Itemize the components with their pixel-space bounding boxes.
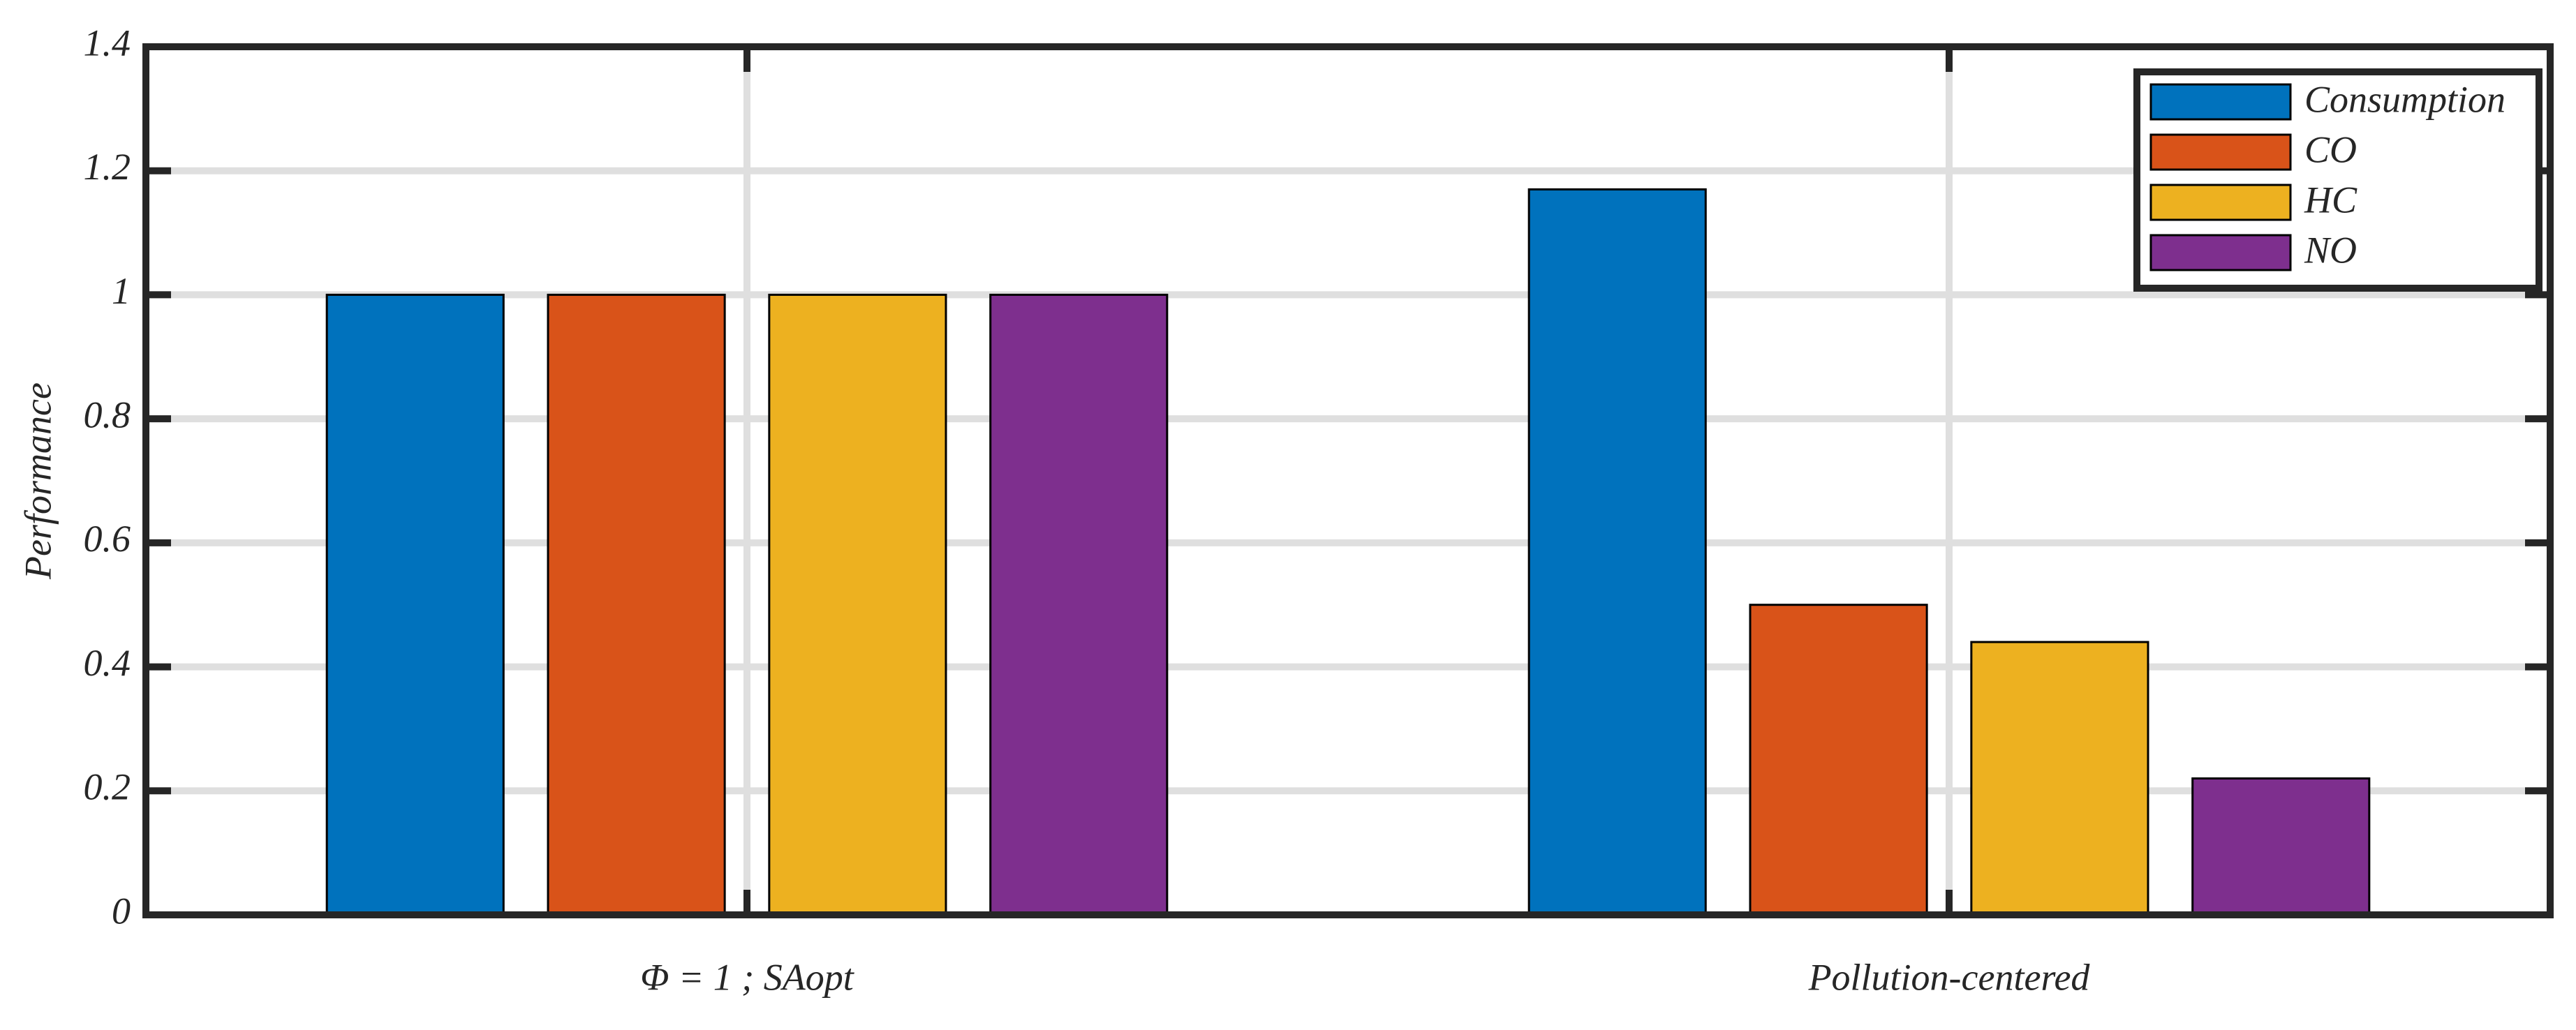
legend-label: NO bbox=[2304, 229, 2357, 271]
y-tick-label: 0.2 bbox=[84, 766, 131, 808]
y-tick-label: 0.6 bbox=[84, 518, 131, 560]
legend-label: Consumption bbox=[2304, 78, 2505, 120]
y-tick-label: 1.4 bbox=[84, 22, 131, 64]
bar bbox=[768, 293, 947, 916]
legend: Consumption CO HC NO bbox=[2133, 68, 2542, 292]
bar bbox=[1749, 604, 1928, 916]
legend-label: CO bbox=[2304, 128, 2357, 170]
legend-swatch bbox=[2149, 133, 2292, 171]
bar bbox=[2191, 777, 2371, 916]
y-tick-label: 0 bbox=[112, 890, 131, 932]
y-axis-label: Performance bbox=[17, 382, 59, 580]
bar bbox=[325, 293, 505, 916]
y-tick-label: 1.2 bbox=[84, 146, 131, 188]
legend-swatch bbox=[2149, 234, 2292, 271]
legend-label: HC bbox=[2304, 179, 2357, 221]
y-tick-label: 0.8 bbox=[84, 394, 131, 436]
x-tick-label: Pollution-centered bbox=[1808, 956, 2091, 998]
legend-swatch bbox=[2149, 184, 2292, 221]
legend-swatch bbox=[2149, 83, 2292, 121]
bar bbox=[989, 293, 1169, 916]
bar bbox=[1527, 188, 1707, 916]
bar bbox=[1970, 641, 2149, 916]
bar bbox=[547, 293, 726, 916]
y-tick-label: 1 bbox=[112, 270, 131, 312]
y-tick-label: 0.4 bbox=[84, 642, 131, 684]
plot-frame bbox=[142, 43, 2554, 918]
x-tick-label: Φ = 1 ; SAopt bbox=[640, 956, 855, 998]
